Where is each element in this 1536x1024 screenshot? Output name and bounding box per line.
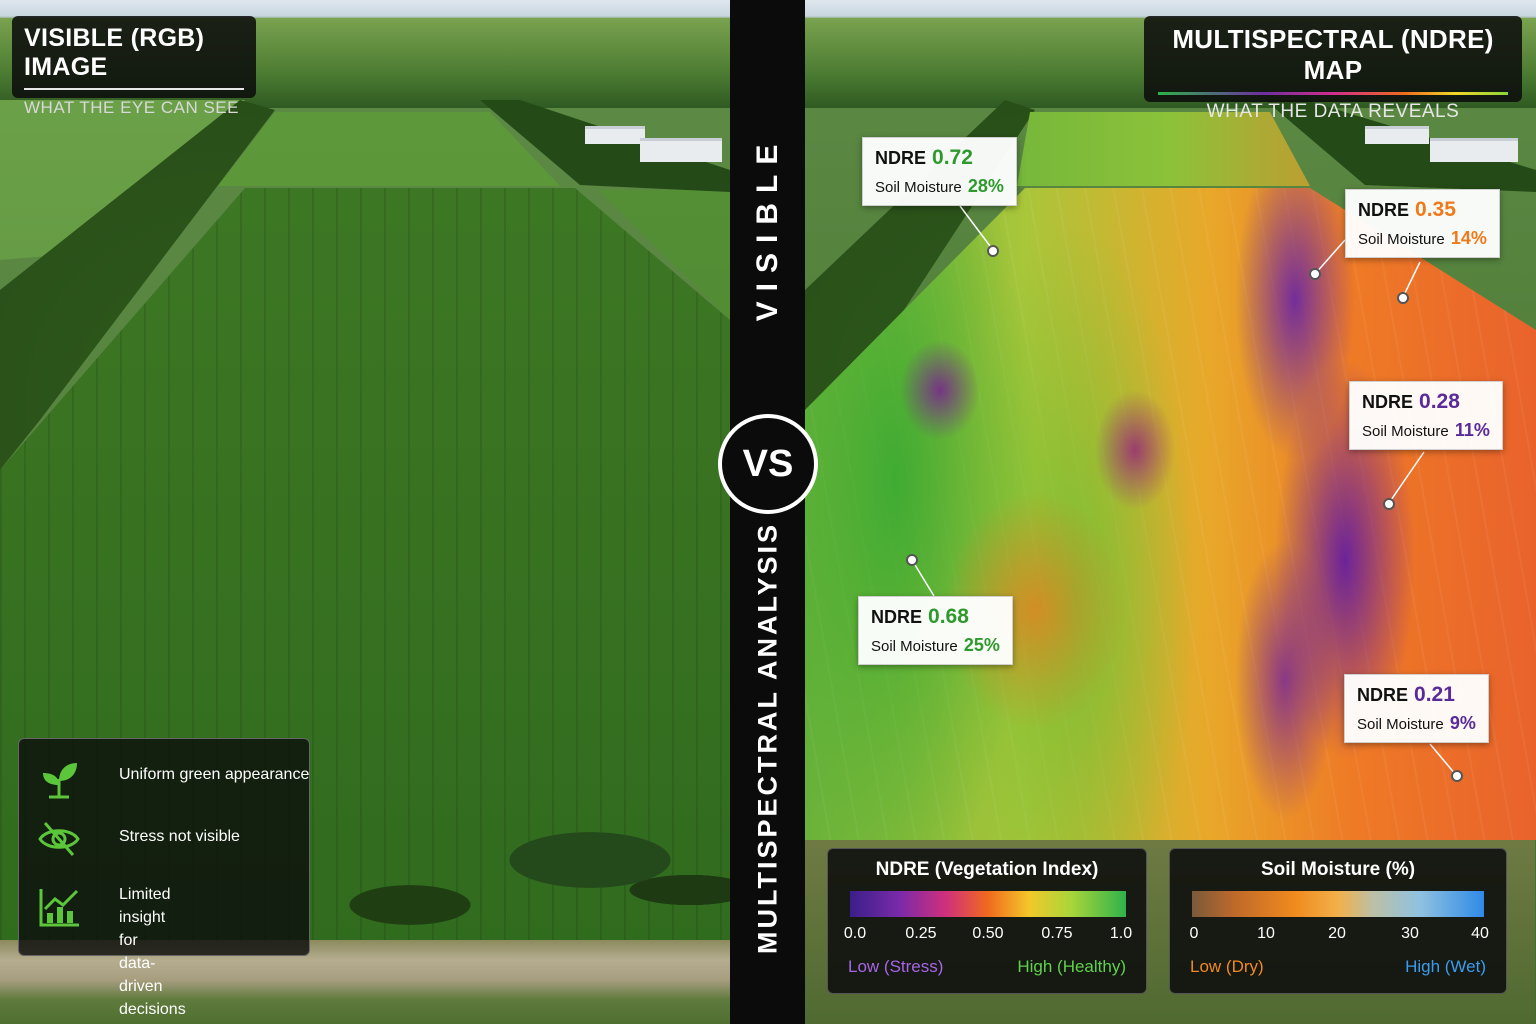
- moisture-value: 25%: [963, 635, 1000, 655]
- moisture-tick: 40: [1471, 925, 1489, 942]
- ndre-low-label: Low (Stress): [848, 957, 944, 976]
- ndre-tick: 0.0: [843, 925, 867, 942]
- vs-badge: VS: [718, 414, 818, 514]
- rgb-subtitle: WHAT THE EYE CAN SEE: [24, 98, 239, 117]
- moisture-label: Soil Moisture: [1362, 423, 1449, 440]
- ndre-callout: NDRE 0.35 Soil Moisture 14%: [1345, 189, 1500, 258]
- info-item-stress: Stress not visible: [37, 817, 240, 861]
- ndre-label: NDRE: [1362, 392, 1414, 412]
- ndre-value: 0.35: [1415, 198, 1456, 221]
- sample-point-marker: [987, 245, 999, 257]
- info-item-insight: Limited insight for data-driven decision…: [37, 885, 186, 1018]
- bar-chart-trend-icon: [39, 889, 79, 927]
- ndre-label: NDRE: [1358, 200, 1410, 220]
- ndre-tick: 0.50: [972, 925, 1004, 942]
- moisture-value: 9%: [1449, 713, 1476, 733]
- sample-point-marker: [906, 554, 918, 566]
- ndre-tick: 0.75: [1041, 925, 1073, 942]
- ndre-title-box: MULTISPECTRAL (NDRE) MAP WHAT THE DATA R…: [1144, 16, 1522, 122]
- ndre-label: NDRE: [1357, 685, 1409, 705]
- info-text: Limited insight for data-driven decision…: [119, 886, 186, 1018]
- ndre-tick: 1.0: [1109, 925, 1133, 942]
- barn-building: [585, 126, 645, 144]
- barn-building: [1430, 138, 1518, 162]
- sample-point-marker: [1383, 498, 1395, 510]
- barn-building: [1365, 126, 1429, 144]
- ndre-label: NDRE: [871, 607, 923, 627]
- moisture-legend-title: Soil Moisture (%): [1260, 859, 1416, 880]
- moisture-high-label: High (Wet): [1405, 957, 1486, 976]
- rgb-title: VISIBLE (RGB) IMAGE: [24, 24, 205, 81]
- rgb-image-panel: [0, 0, 730, 1024]
- ndre-label: NDRE: [875, 148, 927, 168]
- rgb-info-box: Uniform green appearance Stress not visi…: [18, 738, 310, 1018]
- info-text: Uniform green appearance: [119, 766, 310, 783]
- moisture-label: Soil Moisture: [875, 179, 962, 196]
- moisture-value: 14%: [1450, 228, 1487, 248]
- ndre-value: 0.72: [932, 146, 973, 169]
- ndre-legend-title: NDRE (Vegetation Index): [875, 859, 1099, 880]
- ndre-tick: 0.25: [905, 925, 937, 942]
- moisture-tick: 30: [1401, 925, 1419, 942]
- ndre-high-label: High (Healthy): [1017, 957, 1126, 976]
- moisture-tick: 10: [1257, 925, 1275, 942]
- ndre-value: 0.21: [1414, 683, 1455, 706]
- spectrum-rule: [1158, 92, 1508, 95]
- soil-moisture-legend: Soil Moisture (%) 0 10 20 30 40 Low (Dry…: [1169, 848, 1507, 994]
- title-rule: [24, 88, 244, 90]
- divider-multispectral-label: MULTISPECTRAL ANALYSIS: [752, 521, 783, 955]
- moisture-tick: 20: [1328, 925, 1346, 942]
- moisture-label: Soil Moisture: [1357, 716, 1444, 733]
- moisture-low-label: Low (Dry): [1190, 957, 1264, 976]
- barn-building: [640, 138, 722, 162]
- sample-point-marker: [1397, 292, 1409, 304]
- moisture-tick: 0: [1189, 925, 1199, 942]
- moisture-value: 11%: [1454, 420, 1490, 440]
- rgb-title-box: VISIBLE (RGB) IMAGE WHAT THE EYE CAN SEE: [12, 16, 256, 117]
- moisture-color-scale: [1192, 891, 1484, 917]
- bottom-trees: [330, 800, 730, 950]
- info-item-uniform: Uniform green appearance: [37, 757, 309, 801]
- eye-slash-icon: [38, 822, 80, 856]
- ndre-callout: NDRE 0.68 Soil Moisture 25%: [858, 596, 1013, 665]
- moisture-label: Soil Moisture: [1358, 231, 1445, 248]
- info-text: Stress not visible: [119, 828, 240, 845]
- divider-visible-label: VISIBLE: [751, 134, 784, 322]
- sample-point-marker: [1309, 268, 1321, 280]
- ndre-back-field: [1017, 112, 1310, 186]
- ndre-title: MULTISPECTRAL (NDRE) MAP: [1172, 24, 1494, 85]
- sprout-icon: [43, 763, 77, 799]
- moisture-label: Soil Moisture: [871, 638, 958, 655]
- ndre-callout: NDRE 0.28 Soil Moisture 11%: [1349, 381, 1503, 450]
- moisture-value: 28%: [967, 176, 1004, 196]
- sample-point-marker: [1451, 770, 1463, 782]
- ndre-subtitle: WHAT THE DATA REVEALS: [1206, 101, 1460, 122]
- ndre-color-scale: [850, 891, 1126, 917]
- ndre-callout: NDRE 0.72 Soil Moisture 28%: [862, 137, 1017, 206]
- ndre-legend: NDRE (Vegetation Index) 0.0 0.25 0.50 0.…: [827, 848, 1147, 994]
- ndre-value: 0.68: [928, 605, 969, 628]
- ndre-callout: NDRE 0.21 Soil Moisture 9%: [1344, 674, 1489, 743]
- ndre-value: 0.28: [1419, 390, 1460, 413]
